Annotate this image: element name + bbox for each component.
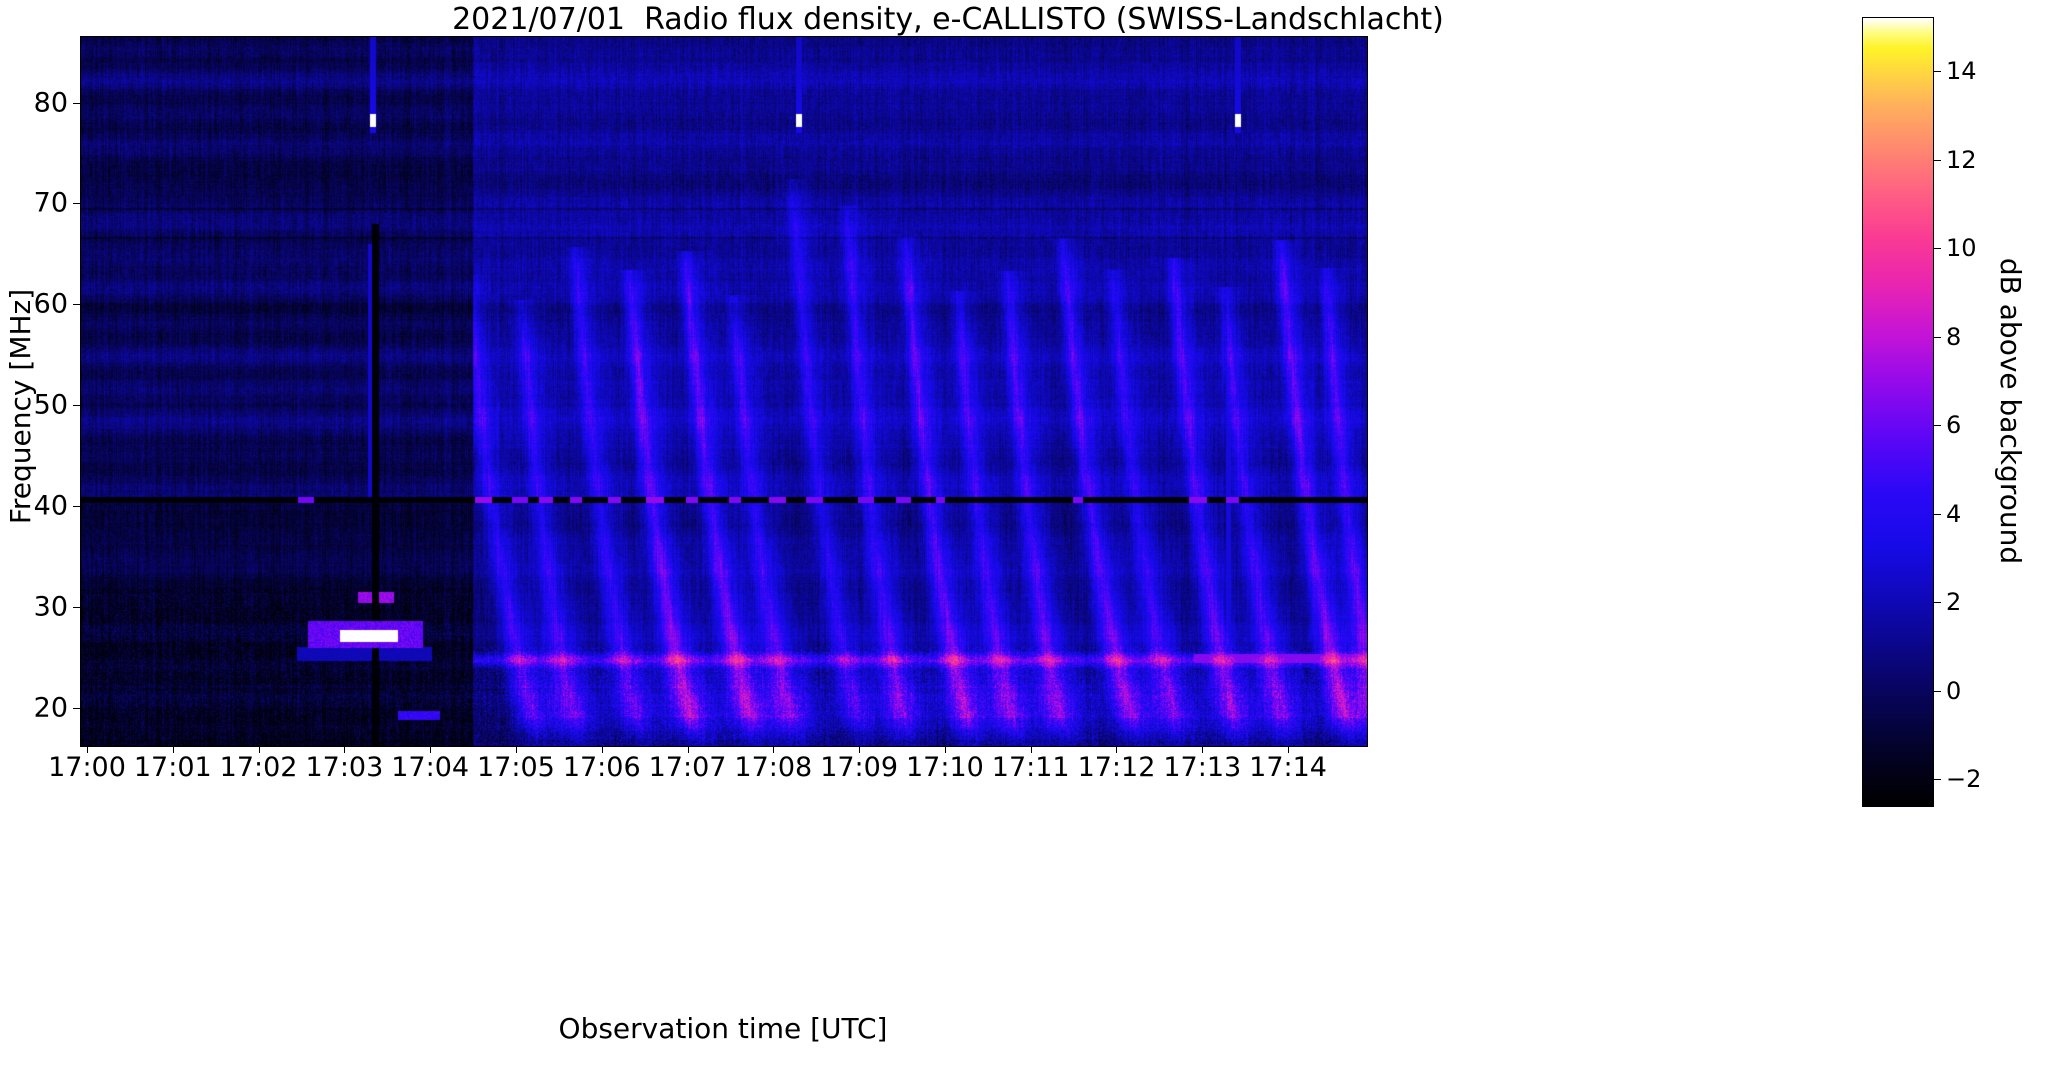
spectrogram-image (81, 37, 1367, 746)
x-tick-label: 17:09 (820, 752, 899, 783)
colorbar-tick-label: 0 (1946, 676, 1962, 705)
colorbar-tick-label: 2 (1946, 588, 1962, 617)
x-tick-label: 17:01 (133, 752, 212, 783)
x-tick-label: 17:13 (1163, 752, 1242, 783)
colorbar-tick-label: 10 (1946, 234, 1977, 263)
colorbar-tick-label: 12 (1946, 145, 1977, 174)
colorbar-tick-label: −2 (1946, 765, 1982, 794)
colorbar-tick-mark (1934, 779, 1941, 781)
x-tick-mark (687, 746, 689, 753)
colorbar-tick-label: 14 (1946, 57, 1977, 86)
colorbar-tick-mark (1934, 159, 1941, 161)
y-axis-label: Frequency [MHz] (4, 288, 37, 525)
colorbar: 14 12 10 8 6 4 2 0 −2 (1862, 17, 1981, 807)
y-tick-label: 40 (33, 490, 68, 522)
y-axis-tick-labels: 80 70 60 50 40 30 20 (0, 0, 68, 1067)
colorbar-tick-label: 6 (1946, 411, 1962, 440)
y-tick-mark (73, 707, 80, 709)
x-tick-mark (1030, 746, 1032, 753)
y-tick-label: 30 (33, 591, 68, 623)
colorbar-tick-label: 4 (1946, 499, 1962, 528)
x-tick-label: 17:12 (1077, 752, 1156, 783)
x-tick-mark (944, 746, 946, 753)
y-tick-mark (73, 505, 80, 507)
y-tick-mark (73, 102, 80, 104)
colorbar-tick-mark (1934, 690, 1941, 692)
y-tick-label: 60 (33, 288, 68, 320)
colorbar-tick-mark (1934, 513, 1941, 515)
colorbar-gradient (1862, 17, 1934, 807)
colorbar-tick-mark (1934, 71, 1941, 73)
colorbar-label: dB above background (1994, 257, 2027, 565)
x-tick-label: 17:07 (648, 752, 727, 783)
y-tick-mark (73, 304, 80, 306)
x-tick-label: 17:11 (991, 752, 1070, 783)
y-tick-mark (73, 606, 80, 608)
y-tick-label: 80 (33, 87, 68, 119)
colorbar-tick-mark (1934, 248, 1941, 250)
x-tick-label: 17:10 (906, 752, 984, 783)
colorbar-tick-mark (1934, 602, 1941, 604)
x-tick-mark (344, 746, 346, 753)
x-tick-label: 17:08 (734, 752, 813, 783)
x-tick-label: 17:03 (305, 752, 384, 783)
x-tick-mark (87, 746, 88, 753)
colorbar-tick-mark (1934, 425, 1941, 427)
y-tick-label: 70 (33, 187, 68, 219)
x-tick-mark (859, 746, 861, 753)
x-tick-label: 17:05 (477, 752, 555, 783)
x-tick-label: 17:04 (391, 752, 470, 783)
x-tick-mark (515, 746, 517, 753)
x-tick-label: 17:00 (48, 752, 126, 783)
x-tick-mark (430, 746, 432, 753)
x-tick-mark (1288, 746, 1290, 753)
x-tick-mark (773, 746, 775, 753)
x-axis-label: Observation time [UTC] (558, 1012, 888, 1045)
x-tick-label: 17:02 (219, 752, 298, 783)
x-tick-mark (258, 746, 260, 753)
y-tick-label: 50 (33, 389, 68, 421)
spectrogram-axes (80, 36, 1368, 747)
x-tick-label: 17:14 (1249, 752, 1327, 783)
colorbar-tick-label: 8 (1946, 322, 1962, 351)
y-tick-mark (73, 203, 80, 205)
x-tick-label: 17:06 (562, 752, 641, 783)
x-tick-mark (1116, 746, 1118, 753)
x-tick-mark (1202, 746, 1204, 753)
y-tick-mark (73, 405, 80, 407)
y-tick-label: 20 (33, 692, 68, 724)
x-tick-mark (601, 746, 603, 753)
page-title: 2021/07/01 Radio flux density, e-CALLIST… (452, 2, 1444, 37)
x-tick-mark (172, 746, 174, 753)
colorbar-tick-mark (1934, 336, 1941, 338)
